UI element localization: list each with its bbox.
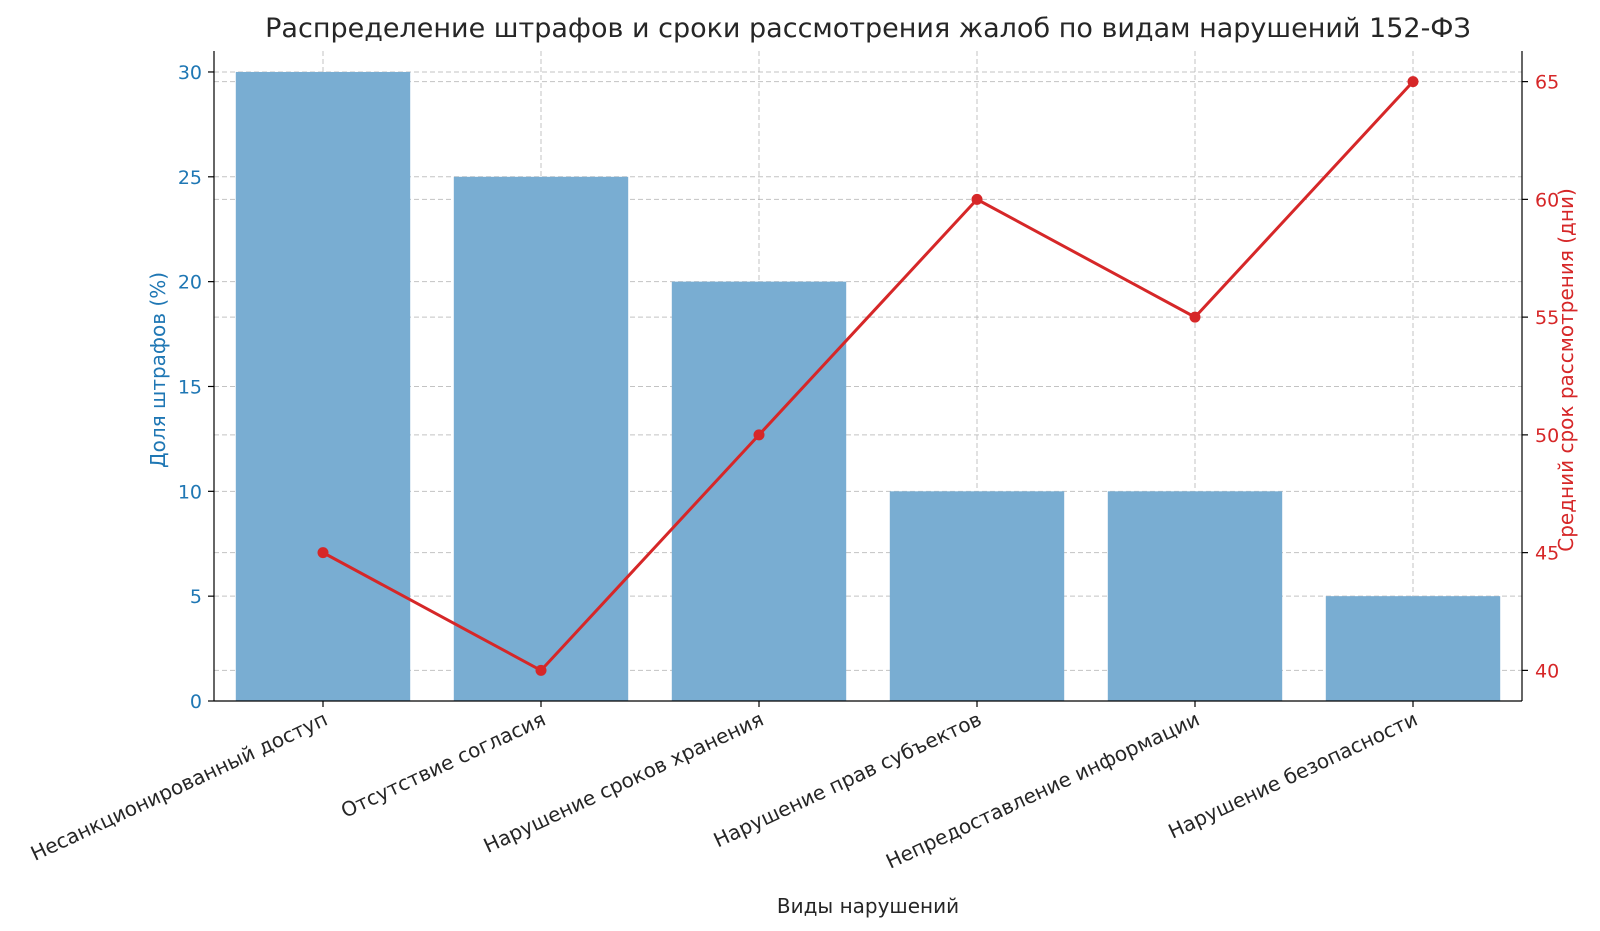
- tick-labels: 0 5 10 15 20 25 30 40 45 50 55 60 65: [178, 62, 1559, 713]
- y-tick-label-right: 65: [1535, 72, 1559, 94]
- y-axis-left-label: Доля штрафов (%): [146, 272, 170, 468]
- axes: [213, 51, 1523, 702]
- x-axis-label: Виды нарушений: [777, 894, 959, 918]
- bar-series: [235, 71, 1501, 701]
- line-point: [753, 429, 765, 441]
- y-tick-label-right: 50: [1535, 425, 1559, 447]
- line-point: [1189, 311, 1201, 323]
- line-path: [322, 80, 1415, 672]
- bar: [889, 491, 1065, 701]
- y-tick-label-left: 15: [178, 376, 202, 398]
- y-axis-right-label: Средний срок рассмотрения (дни): [1554, 188, 1578, 551]
- y-tick-label-left: 20: [178, 272, 202, 294]
- bar: [671, 281, 847, 701]
- y-tick-label-right: 45: [1535, 543, 1559, 565]
- y-tick-label-right: 55: [1535, 307, 1559, 329]
- y-tick-label-left: 30: [178, 62, 202, 84]
- bar: [235, 71, 411, 701]
- y-tick-label-right: 60: [1535, 189, 1559, 211]
- bar: [1325, 596, 1501, 701]
- line-point: [1407, 76, 1419, 88]
- line-series: [317, 76, 1419, 676]
- x-tick-label: Отсутствие согласия: [337, 707, 549, 823]
- x-tick-label: Нарушение безопасности: [1164, 707, 1421, 844]
- category-labels: Несанкционированный доступ Отсутствие сог…: [27, 707, 1421, 874]
- x-tick-label: Несанкционированный доступ: [27, 707, 331, 866]
- y-tick-label-right: 40: [1535, 660, 1559, 682]
- bar: [453, 176, 629, 701]
- line-point: [971, 193, 983, 205]
- y-tick-label-left: 0: [190, 691, 202, 713]
- chart-title: Распределение штрафов и сроки рассмотрен…: [265, 13, 1471, 44]
- line-point: [535, 664, 547, 676]
- line-point: [317, 547, 329, 559]
- y-tick-label-left: 10: [178, 481, 202, 503]
- y-tick-label-left: 25: [178, 167, 202, 189]
- bar: [1107, 491, 1283, 701]
- y-tick-label-left: 5: [190, 586, 202, 608]
